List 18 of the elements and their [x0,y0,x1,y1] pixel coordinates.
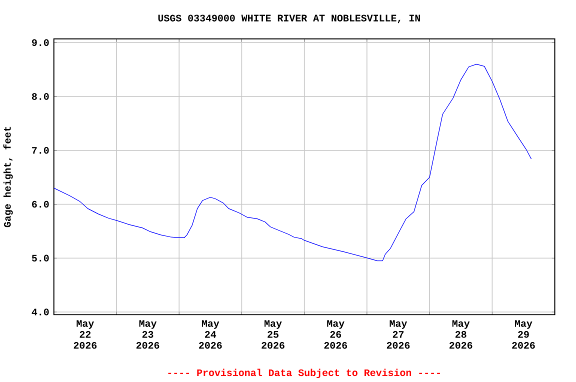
y-tick-label: 5.0 [32,254,49,262]
x-tick-label: May 23 2026 [136,320,160,349]
x-tick-label: May 25 2026 [262,320,284,349]
x-tick-label: May 24 2026 [199,320,222,349]
text: ---- Provisional Data Subject to Revision ---- [168,368,440,378]
y-tick-label: 6.0 [32,200,49,208]
line-series [54,64,532,261]
x-tick-label: May 28 2026 [450,320,472,349]
x-tick-label: May 29 2026 [512,320,535,349]
y-tick-label: 9.0 [32,39,49,46]
x-tick-label: May 26 2026 [324,320,348,349]
y-axis-title: Gage height, feet [3,126,13,227]
y-tick-label: 4.0 [32,308,49,316]
x-tick-label: May 27 2026 [386,320,410,349]
y-tick-label: 8.0 [32,92,49,100]
chart-title: USGS 03349000 WHITE RIVER AT NOBLESVILLE, IN [158,14,420,23]
x-tick-label: May 22 2026 [74,320,97,349]
y-tick-label: 7.0 [32,146,49,154]
